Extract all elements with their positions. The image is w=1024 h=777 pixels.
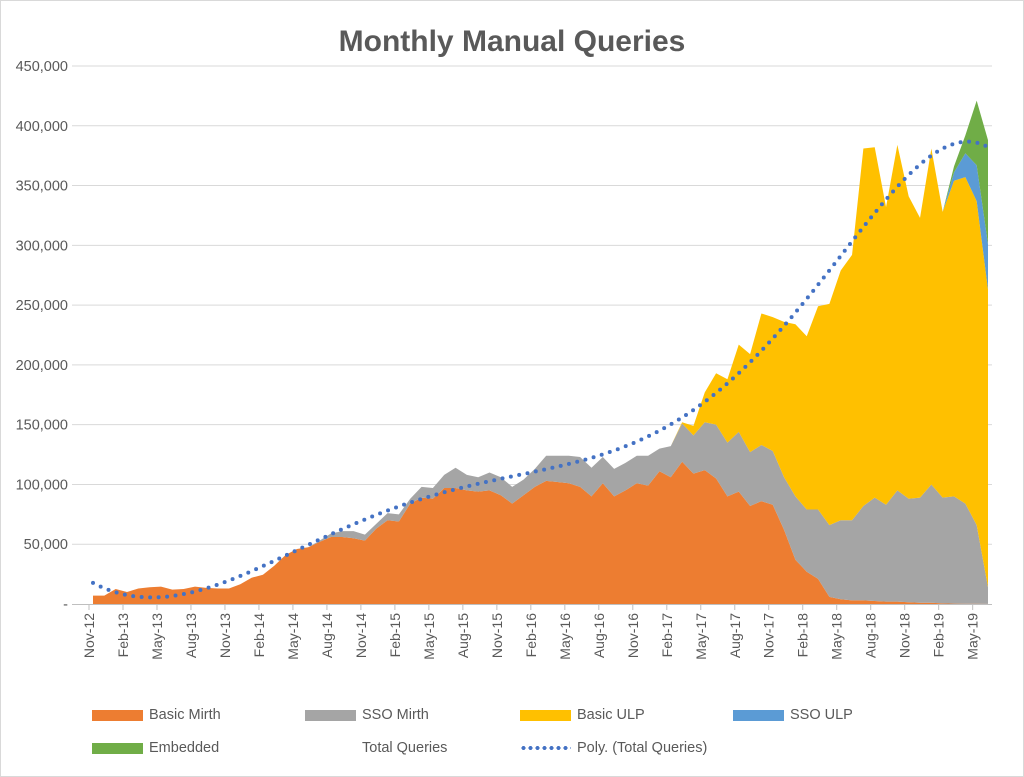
- y-tick-label: 450,000: [16, 59, 68, 75]
- legend-item-sso-ulp: SSO ULP: [733, 707, 853, 723]
- x-tick-label: May-18: [829, 613, 845, 660]
- x-axis: Nov-12 Feb-13 May-13 Aug-13 Nov-13 Feb-14 May-…: [72, 604, 992, 660]
- x-tick-label: Aug-18: [863, 613, 879, 658]
- area-basic-mirth: [93, 461, 988, 604]
- y-tick-label: 100,000: [16, 477, 68, 493]
- poly-trendline: [91, 139, 990, 600]
- legend-swatch: [92, 709, 143, 721]
- legend-label: Basic Mirth: [149, 707, 221, 723]
- x-tick-label: May-14: [285, 613, 301, 660]
- legend-item-basic-ulp: Basic ULP: [520, 707, 645, 723]
- area-basic-ulp: [93, 144, 988, 596]
- legend-label: Total Queries: [362, 740, 448, 756]
- x-tick-label: Feb-14: [251, 613, 267, 658]
- x-tick-label: Nov-18: [897, 613, 913, 658]
- x-tick-label: Aug-17: [727, 613, 743, 658]
- x-tick-label: Nov-17: [761, 613, 777, 658]
- legend-swatch: [305, 743, 356, 754]
- legend-item-total-queries: Total Queries: [305, 740, 447, 756]
- legend-label: Embedded: [149, 740, 220, 756]
- x-tick-label: Nov-12: [81, 613, 97, 658]
- x-tick-label: Aug-16: [591, 613, 607, 658]
- x-tick-label: Aug-14: [319, 613, 335, 658]
- legend-swatch: [92, 742, 143, 754]
- legend-label: Basic ULP: [577, 707, 645, 723]
- x-tick-label: May-13: [149, 613, 165, 660]
- x-tick-label: Nov-15: [489, 613, 505, 658]
- area-sso-mirth: [93, 422, 988, 604]
- legend-item-embedded: Embedded: [92, 740, 219, 756]
- x-tick-label: Feb-17: [659, 613, 675, 658]
- x-tick-label: Feb-15: [387, 613, 403, 658]
- legend-swatch: [305, 709, 356, 721]
- legend-swatch-dotted: [520, 746, 571, 750]
- legend-item-sso-mirth: SSO Mirth: [305, 707, 429, 723]
- x-tick-label: May-17: [693, 613, 709, 660]
- legend-label: SSO ULP: [790, 707, 853, 723]
- y-tick-label: 300,000: [16, 238, 68, 254]
- legend-item-basic-mirth: Basic Mirth: [92, 707, 221, 723]
- x-tick-label: May-19: [965, 613, 981, 660]
- trendline: [91, 139, 990, 600]
- x-tick-label: Aug-13: [183, 613, 199, 658]
- y-tick-label: 400,000: [16, 119, 68, 135]
- x-tick-label: Feb-18: [795, 613, 811, 658]
- x-tick-label: Aug-15: [455, 613, 471, 658]
- legend-label: Poly. (Total Queries): [577, 740, 708, 756]
- x-tick-label: Feb-13: [115, 613, 131, 658]
- x-tick-label: Nov-14: [353, 613, 369, 658]
- chart-title: Monthly Manual Queries: [339, 25, 686, 58]
- x-tick-label: May-16: [557, 613, 573, 660]
- y-tick-label: 50,000: [24, 537, 68, 553]
- legend-swatch: [520, 709, 571, 721]
- x-tick-label: Nov-16: [625, 613, 641, 658]
- x-tick-label: Feb-16: [523, 613, 539, 658]
- area-series: [93, 100, 988, 604]
- x-tick-label: Nov-13: [217, 613, 233, 658]
- y-tick-label: 200,000: [16, 358, 68, 374]
- y-tick-label: -: [63, 597, 68, 613]
- legend-swatch: [733, 709, 784, 721]
- legend-item-trendline: Poly. (Total Queries): [520, 740, 707, 756]
- y-tick-label: 250,000: [16, 298, 68, 314]
- x-tick-label: Feb-19: [931, 613, 947, 658]
- y-tick-label: 350,000: [16, 179, 68, 195]
- x-tick-label: May-15: [421, 613, 437, 660]
- legend-label: SSO Mirth: [362, 707, 429, 723]
- y-tick-label: 150,000: [16, 418, 68, 434]
- y-axis-tick-labels: - 50,000 100,000 150,000 200,000 250,000 300,0…: [16, 59, 69, 613]
